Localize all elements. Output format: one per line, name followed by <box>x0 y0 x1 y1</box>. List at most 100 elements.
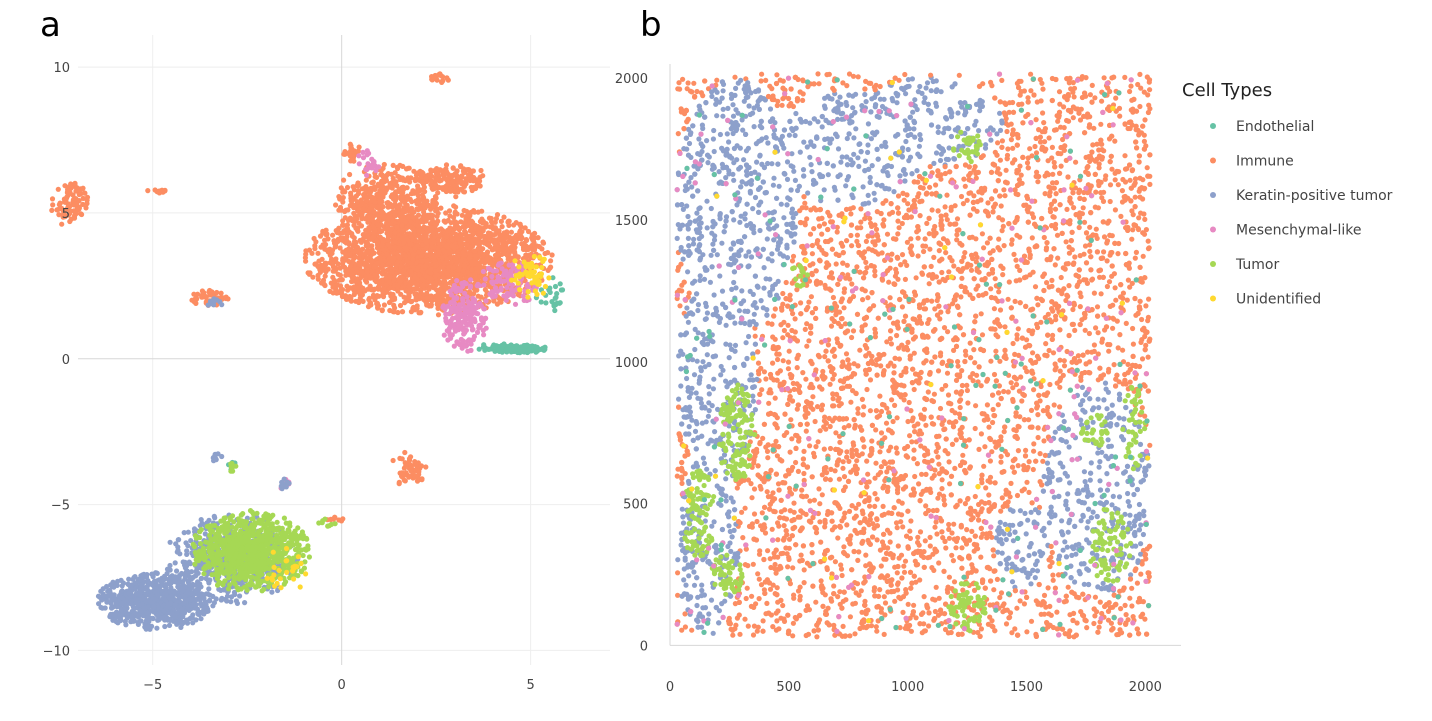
data-point <box>557 281 563 287</box>
data-point <box>448 220 454 226</box>
data-point <box>336 230 342 236</box>
data-point <box>199 575 205 581</box>
data-point <box>457 239 463 245</box>
data-point <box>400 227 407 233</box>
data-point <box>415 264 421 271</box>
data-point <box>496 261 502 267</box>
data-point <box>452 325 458 332</box>
data-point <box>428 303 434 309</box>
data-point <box>454 278 460 284</box>
data-point <box>378 190 384 196</box>
data-point <box>549 252 555 258</box>
data-point <box>176 594 182 600</box>
data-point <box>458 232 464 238</box>
data-point <box>477 274 483 280</box>
data-point <box>418 463 424 469</box>
data-point <box>386 279 392 285</box>
data-point <box>443 162 450 168</box>
data-point <box>432 221 438 227</box>
data-point <box>407 241 414 247</box>
data-point <box>387 307 393 314</box>
data-point <box>508 291 515 298</box>
data-point <box>503 297 509 303</box>
data-point <box>458 336 464 342</box>
data-point <box>225 296 231 302</box>
data-point <box>118 577 124 584</box>
data-point <box>214 289 220 296</box>
data-point <box>392 239 398 245</box>
data-point <box>104 599 110 605</box>
data-point <box>100 586 106 592</box>
data-point <box>405 205 411 211</box>
data-point <box>70 201 77 207</box>
data-point <box>151 609 157 615</box>
data-point <box>167 589 173 595</box>
data-point <box>559 287 566 293</box>
data-point <box>165 601 171 608</box>
data-point <box>470 326 476 332</box>
data-point <box>481 332 487 338</box>
data-point <box>434 213 440 219</box>
data-point <box>482 315 489 322</box>
data-point <box>501 250 507 257</box>
data-point <box>369 180 375 186</box>
data-point <box>189 297 195 303</box>
data-point <box>499 224 505 230</box>
data-point <box>154 578 160 584</box>
data-point <box>329 247 336 253</box>
data-point <box>494 268 500 274</box>
data-point <box>492 293 498 299</box>
data-point <box>425 215 431 221</box>
data-point <box>224 598 230 604</box>
data-point <box>465 172 472 178</box>
data-point <box>306 247 313 253</box>
data-point <box>519 241 525 247</box>
data-point <box>325 236 331 242</box>
data-point <box>406 474 412 480</box>
data-point <box>453 231 459 237</box>
data-point <box>172 614 178 620</box>
data-point <box>336 517 342 523</box>
data-point <box>154 570 160 577</box>
data-point <box>343 268 349 274</box>
data-point <box>311 235 317 242</box>
data-point <box>371 286 377 292</box>
data-point <box>183 570 189 576</box>
data-point <box>201 611 207 617</box>
data-point <box>404 258 410 264</box>
data-point <box>360 155 367 161</box>
data-point <box>98 604 104 611</box>
data-point <box>481 282 487 288</box>
data-point <box>424 259 430 265</box>
data-point <box>399 309 406 315</box>
data-point <box>492 227 499 233</box>
data-point <box>364 269 370 275</box>
data-point <box>449 237 455 243</box>
data-point <box>332 283 338 289</box>
data-point <box>358 197 364 203</box>
data-point <box>137 577 143 583</box>
data-point <box>354 269 360 275</box>
data-point <box>378 258 384 264</box>
data-point <box>337 265 343 271</box>
data-point <box>141 596 147 602</box>
data-point <box>415 212 422 218</box>
data-point <box>464 208 470 214</box>
data-point <box>211 600 217 606</box>
data-point <box>494 278 500 284</box>
data-point <box>174 568 180 574</box>
data-point <box>472 257 479 263</box>
data-point <box>380 271 386 277</box>
data-point <box>413 275 419 281</box>
data-point <box>207 598 213 604</box>
data-point <box>349 285 355 291</box>
data-point <box>433 263 439 269</box>
data-point <box>395 309 401 316</box>
data-point <box>395 282 401 289</box>
data-point <box>342 149 348 155</box>
data-point <box>341 177 347 183</box>
data-point <box>368 302 374 308</box>
data-point <box>511 250 518 256</box>
data-point <box>59 221 65 227</box>
